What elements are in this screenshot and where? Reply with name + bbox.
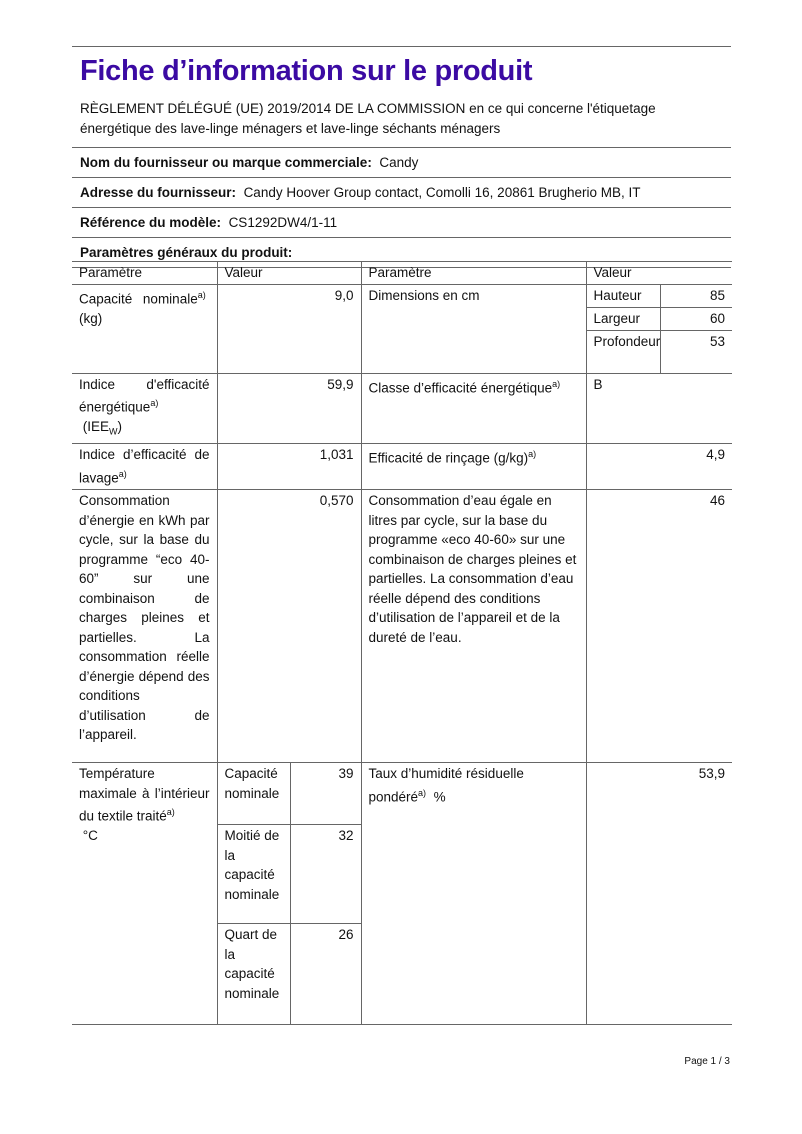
table-row: Largeur 60 (72, 306, 732, 331)
table-row: Température maximale à l’intérieur du te… (72, 762, 732, 1026)
table-header-row: Paramètre Valeur Paramètre Valeur (72, 261, 732, 285)
capacity-value: 9,0 (216, 284, 362, 374)
header-frame: Fiche d’information sur le produit RÈGLE… (72, 46, 731, 268)
rinsing-value: 4,9 (585, 443, 732, 491)
energy-consumption-value: 0,570 (216, 489, 362, 764)
table-row: Consommation d’énergie en kWh par cycle,… (72, 489, 732, 764)
model-value: CS1292DW4/1-11 (228, 215, 338, 230)
depth-value: 53 (659, 329, 732, 374)
temp-quarter-value: 26 (289, 923, 362, 1026)
model-label: Référence du modèle: (80, 215, 222, 230)
temp-half-value: 32 (289, 824, 362, 925)
header-valeur: Valeur (216, 261, 362, 285)
washing-label: Indice d’efficacité de lavagea) (72, 443, 218, 491)
regulation-text: RÈGLEMENT DÉLÉGUÉ (UE) 2019/2014 DE LA C… (72, 91, 731, 148)
moisture-label: Taux d’humidité résiduelle pondéréa) % (360, 762, 587, 1026)
address-label: Adresse du fournisseur: (80, 185, 237, 200)
moisture-value: 53,9 (585, 762, 732, 1026)
height-value: 85 (659, 284, 732, 308)
header-parametre-2: Paramètre (360, 261, 587, 285)
table-row: Indice d'efficacité énergétiquea) (IEEW)… (72, 372, 732, 445)
water-consumption-value: 46 (585, 489, 732, 764)
rinsing-label: Efficacité de rinçage (g/kg)a) (360, 443, 587, 491)
address-value: Candy Hoover Group contact, Comolli 16, … (243, 185, 641, 200)
washing-value: 1,031 (216, 443, 362, 491)
capacity-label: Capacité nominalea) (kg) (72, 284, 218, 374)
supplier-label: Nom du fournisseur ou marque commerciale… (80, 155, 372, 170)
dimensions-label: Dimensions en cm (360, 284, 587, 374)
model-row: Référence du modèle: CS1292DW4/1-11 (72, 208, 731, 238)
supplier-value: Candy (379, 155, 419, 170)
iee-label: Indice d'efficacité énergétiquea) (IEEW) (72, 372, 218, 445)
temp-full-label: Capacité nominale (216, 762, 291, 826)
water-consumption-label: Consommation d’eau égale en litres par c… (360, 489, 587, 764)
table-row: Capacité nominalea) (kg) 9,0 Dimensions … (72, 284, 732, 374)
temp-half-label: Moitié de la capacité nominale (216, 824, 291, 925)
temp-quarter-label: Quart de la capacité nominale (216, 923, 291, 1026)
page-number: Page 1 / 3 (684, 1056, 730, 1067)
width-label: Largeur (585, 306, 661, 331)
height-label: Hauteur (585, 284, 661, 308)
table-row: Profondeur 53 (72, 329, 732, 374)
depth-label: Profondeur (585, 329, 661, 374)
table-row: Quart de la capacité nominale 26 (72, 923, 732, 1026)
header-valeur-2: Valeur (585, 261, 732, 285)
page-title: Fiche d’information sur le produit (80, 55, 533, 87)
iee-value: 59,9 (216, 372, 362, 445)
temp-full-value: 39 (289, 762, 362, 826)
energy-consumption-label: Consommation d’énergie en kWh par cycle,… (72, 489, 218, 764)
energy-class-label: Classe d’efficacité énergétiquea) (360, 372, 587, 445)
table-row: Indice d’efficacité de lavagea) 1,031 Ef… (72, 443, 732, 491)
table-row: Moitié de la capacité nominale 32 (72, 824, 732, 925)
temperature-label: Température maximale à l’intérieur du te… (72, 762, 218, 1026)
width-value: 60 (659, 306, 732, 331)
energy-class-value: B (585, 372, 732, 445)
header-parametre: Paramètre (72, 261, 218, 285)
address-row: Adresse du fournisseur: Candy Hoover Gro… (72, 178, 731, 208)
parameters-table: Paramètre Valeur Paramètre Valeur Capaci… (72, 261, 732, 1026)
section-title: Paramètres généraux du produit: (80, 245, 293, 260)
supplier-row: Nom du fournisseur ou marque commerciale… (72, 148, 731, 178)
